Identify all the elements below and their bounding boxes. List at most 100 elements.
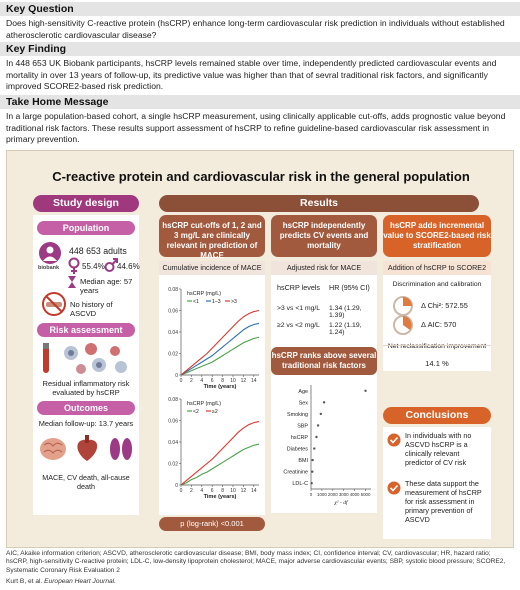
key-finding-title: Key Finding bbox=[0, 42, 520, 56]
citation: Kurt B, et al. European Heart Journal. bbox=[6, 578, 116, 585]
key-finding-body: In 448 653 UK Biobank participants, hsCR… bbox=[6, 58, 497, 92]
x-tick-label: 14 bbox=[251, 378, 257, 384]
data-point bbox=[322, 401, 326, 404]
citation-authors: Kurt B, et al. bbox=[6, 578, 43, 585]
discrimination-label: Discrimination and calibration bbox=[392, 281, 482, 288]
x-tick-label: 2000 bbox=[328, 492, 338, 497]
key-question-title: Key Question bbox=[0, 2, 520, 16]
category-label: LDL-C bbox=[292, 481, 308, 487]
biobank-label: biobank bbox=[38, 265, 60, 271]
legend-title: hsCRP (mg/L) bbox=[187, 401, 221, 407]
hr-row-level: >3 vs <1 mg/L bbox=[277, 305, 321, 312]
x-tick-label: 6 bbox=[211, 378, 214, 384]
biobank-logo bbox=[39, 242, 61, 264]
x-axis-label: Time (years) bbox=[204, 384, 237, 389]
x-tick-label: 3000 bbox=[339, 492, 349, 497]
population-pill: Population bbox=[37, 221, 135, 235]
y-tick-label: 0.02 bbox=[168, 352, 178, 358]
take-home-body: In a large population-based cohort, a si… bbox=[6, 111, 506, 145]
take-home-title: Take Home Message bbox=[0, 95, 520, 109]
check-icon bbox=[387, 433, 401, 447]
no-ascvd-icon bbox=[42, 292, 66, 316]
conclusions-panel: In individuals with no ASCVD hsCRP is a … bbox=[383, 427, 491, 539]
x-tick-label: 8 bbox=[221, 378, 224, 384]
series-line bbox=[180, 322, 260, 376]
conclusion-item: These data support the measurement of hs… bbox=[405, 479, 482, 524]
data-point bbox=[313, 447, 316, 450]
male-percent: 44.6% bbox=[117, 262, 140, 271]
data-point bbox=[311, 470, 314, 473]
incremental-value-pill: hsCRP adds incremental value to SCORE2-b… bbox=[383, 215, 491, 257]
x-tick-label: 10 bbox=[230, 378, 236, 384]
x-tick-label: 2 bbox=[190, 378, 193, 384]
category-label: Smoking bbox=[287, 412, 308, 418]
x-tick-label: 0 bbox=[180, 488, 183, 494]
nri-divider bbox=[383, 345, 491, 346]
male-icon bbox=[104, 258, 118, 272]
x-tick-label: 8 bbox=[221, 488, 224, 494]
hr-row-value: 1.22 (1.19, 1.24) bbox=[329, 322, 362, 336]
series-line bbox=[180, 336, 260, 376]
results-header: Results bbox=[159, 195, 479, 212]
key-finding-section: Key Finding In 448 653 UK Biobank partic… bbox=[0, 42, 520, 96]
legend-label: >3 bbox=[231, 299, 237, 305]
score2-panel: Addition of hsCRP to SCORE2 Discriminati… bbox=[383, 261, 491, 371]
mace-incidence-chart-2cat: 0 0.02 0.04 0.06 0.08 0 2 4 6 8 10 12 14 Time (years)… bbox=[168, 397, 260, 499]
x-tick-label: 4 bbox=[200, 488, 203, 494]
female-icon bbox=[68, 257, 80, 274]
adjusted-risk-title: Adjusted risk for MACE bbox=[271, 261, 377, 275]
logrank-pill: p (log-rank) <0.001 bbox=[159, 517, 265, 531]
median-followup: Median follow-up: 13.7 years bbox=[38, 419, 134, 428]
population-count: 448 653 adults bbox=[69, 246, 127, 256]
x-tick-label: 4 bbox=[200, 378, 203, 384]
risk-factor-rank-chart: Age Sex Smoking SBP hsCRP Diabetes BMI Creatini… bbox=[283, 385, 371, 506]
legend-label: ≥2 bbox=[212, 409, 218, 415]
legend-label: 1–3 bbox=[212, 299, 221, 305]
x-tick-label: 2 bbox=[190, 488, 193, 494]
data-point bbox=[316, 424, 320, 427]
independent-predictor-pill: hsCRP independently predicts CV events a… bbox=[271, 215, 377, 257]
delta-chi2: Δ Chi²: 572.55 bbox=[421, 301, 468, 310]
legend-label: <2 bbox=[193, 409, 199, 415]
x-tick-label: 0 bbox=[180, 378, 183, 384]
outcomes-pill: Outcomes bbox=[37, 401, 135, 415]
adjusted-risk-panel: Adjusted risk for MACE hsCRP levels HR (… bbox=[271, 261, 377, 513]
conclusion-item: In individuals with no ASCVD hsCRP is a … bbox=[405, 431, 472, 467]
feet-icon bbox=[110, 438, 132, 460]
y-tick-label: 0.08 bbox=[168, 397, 178, 403]
y-tick-label: 0.02 bbox=[168, 462, 178, 468]
legend-title: hsCRP (mg/L) bbox=[187, 291, 221, 297]
x-tick-label: 14 bbox=[251, 488, 257, 494]
key-question-body: Does high-sensitivity C-reactive protein… bbox=[6, 18, 505, 40]
x-tick-label: 4000 bbox=[350, 492, 360, 497]
x-tick-label: 10 bbox=[230, 488, 236, 494]
cumulative-incidence-panel: Cumulative incidence of MACE 0 0.02 0.04 0.… bbox=[159, 261, 265, 515]
category-label: Diabetes bbox=[287, 447, 309, 453]
take-home-section: Take Home Message In a large population-… bbox=[0, 95, 520, 149]
y-tick-label: 0 bbox=[175, 483, 178, 489]
y-tick-label: 0.06 bbox=[168, 309, 178, 315]
category-label: BMI bbox=[298, 458, 308, 464]
female-percent: 55.4% bbox=[82, 262, 105, 271]
y-tick-label: 0.04 bbox=[168, 440, 178, 446]
x-axis-label: χ² - df bbox=[333, 499, 349, 506]
outcomes-list: MACE, CV death, all-cause death bbox=[42, 473, 130, 491]
risk-assessment-text: Residual inflammatory risk evaluated by … bbox=[42, 379, 130, 397]
hr-row-value: 1.34 (1.29, 1.39) bbox=[329, 305, 362, 319]
x-axis-label: Time (years) bbox=[204, 494, 237, 499]
graphical-abstract: C-reactive protein and cardiovascular ri… bbox=[6, 150, 514, 548]
key-question-section: Key Question Does high-sensitivity C-rea… bbox=[0, 2, 520, 44]
hr-header-value: HR (95% CI) bbox=[329, 283, 370, 292]
category-label: hsCRP bbox=[291, 435, 308, 441]
delta-aic: Δ AIC: 570 bbox=[421, 320, 457, 329]
hourglass-icon bbox=[68, 276, 76, 288]
x-tick-label: 12 bbox=[241, 488, 247, 494]
category-label: Creatinine bbox=[283, 470, 308, 476]
y-tick-label: 0.04 bbox=[168, 330, 178, 336]
conclusions-header: Conclusions bbox=[383, 407, 491, 424]
risk-assessment-pill: Risk assessment bbox=[37, 323, 135, 337]
check-icon bbox=[387, 481, 401, 495]
category-label: Sex bbox=[299, 400, 309, 406]
citation-journal: European Heart Journal. bbox=[44, 578, 116, 585]
cutoff-pill: hsCRP cut-offs of 1, 2 and 3 mg/L are cl… bbox=[159, 215, 265, 260]
